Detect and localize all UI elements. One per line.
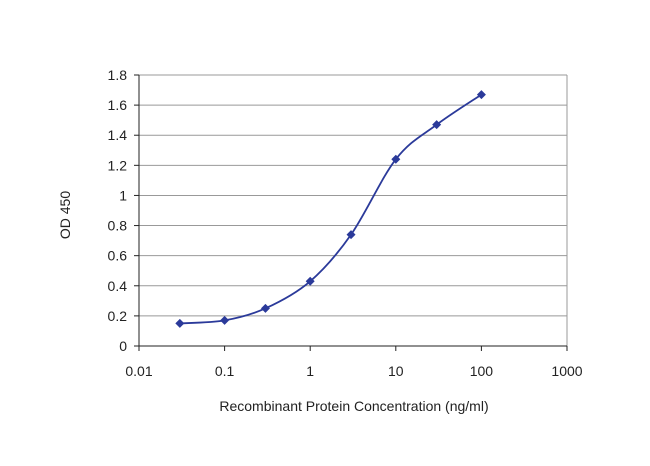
- data-point: [305, 276, 315, 286]
- x-tick-label: 10: [388, 363, 404, 379]
- x-tick-label: 0.01: [125, 363, 152, 379]
- y-tick-label: 1.2: [108, 157, 128, 173]
- y-tick-label: 1.6: [108, 97, 128, 113]
- data-point: [175, 318, 185, 328]
- data-point: [476, 90, 486, 100]
- x-tick-label: 1000: [551, 363, 582, 379]
- x-tick-label: 1: [306, 363, 314, 379]
- y-tick-label: 0.8: [108, 218, 128, 234]
- y-tick-label: 1.4: [108, 127, 128, 143]
- x-tick-label: 0.1: [215, 363, 235, 379]
- data-point: [220, 315, 230, 325]
- y-axis-title: OD 450: [57, 191, 73, 239]
- x-axis-title: Recombinant Protein Concentration (ng/ml…: [219, 398, 488, 414]
- y-tick-label: 0.6: [108, 248, 128, 264]
- data-point: [432, 120, 442, 130]
- axes: [134, 74, 568, 351]
- data-point: [391, 154, 401, 164]
- y-tick-label: 0: [119, 338, 127, 354]
- data-point: [260, 303, 270, 313]
- y-tick-label: 0.2: [108, 308, 128, 324]
- y-tick-label: 0.4: [108, 278, 128, 294]
- x-tick-label: 100: [470, 363, 494, 379]
- y-tick-label: 1: [119, 187, 127, 203]
- y-tick-label: 1.8: [108, 67, 128, 83]
- data-series: [175, 90, 486, 328]
- data-point: [346, 230, 356, 240]
- gridlines: [139, 74, 567, 317]
- series-line: [179, 93, 482, 325]
- y-tick-labels: 0 0.2 0.4 0.6 0.8 1 1.2 1.4 1.6 1.8: [108, 67, 128, 354]
- x-tick-labels: 0.01 0.1 1 10 100 1000: [125, 363, 582, 379]
